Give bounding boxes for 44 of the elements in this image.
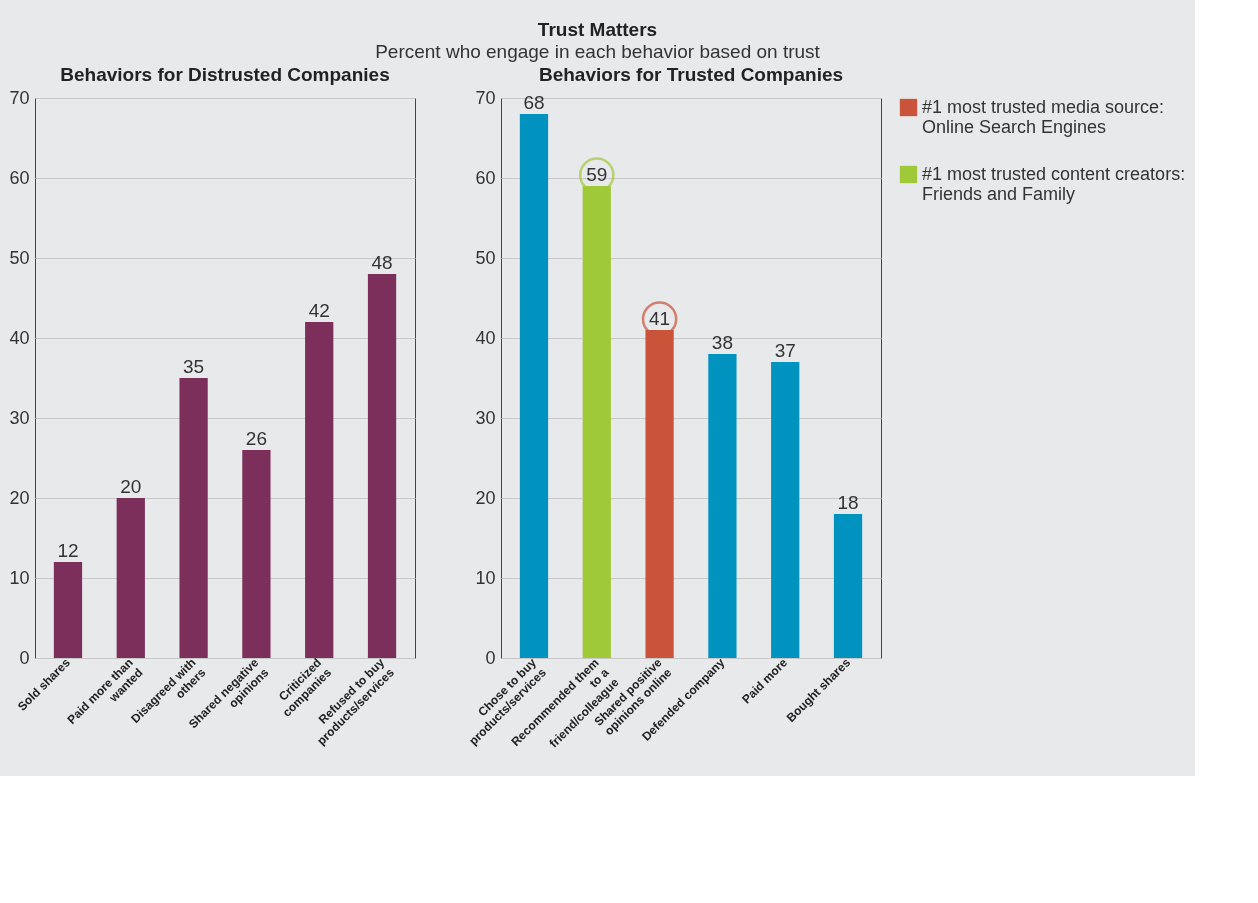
bar — [242, 450, 271, 658]
data-label: 38 — [711, 332, 733, 353]
y-tick-label: 70 — [9, 87, 30, 108]
y-tick-label: 0 — [19, 647, 30, 668]
chart-title: Behaviors for Distrusted Companies — [60, 64, 390, 85]
data-label: 20 — [120, 476, 142, 497]
y-tick-label: 20 — [475, 487, 496, 508]
data-label: 37 — [774, 340, 796, 361]
bar — [116, 498, 145, 658]
bar — [367, 274, 397, 658]
data-label: 42 — [308, 300, 330, 321]
y-tick-label: 60 — [475, 167, 496, 188]
bar — [519, 114, 549, 658]
data-label: 18 — [837, 492, 859, 513]
y-tick-label: 40 — [475, 327, 496, 348]
legend-label: #1 most trusted media source: Online Search Engines — [922, 96, 1165, 137]
y-tick-label: 30 — [9, 407, 30, 428]
y-tick-label: 50 — [9, 247, 30, 268]
data-label: 59 — [586, 164, 608, 185]
bar — [833, 514, 863, 658]
bar — [771, 362, 800, 658]
data-label: 41 — [649, 308, 671, 329]
y-tick-label: 50 — [475, 247, 496, 268]
y-tick-label: 10 — [9, 567, 30, 588]
y-tick-label: 0 — [485, 647, 496, 668]
bar — [305, 322, 334, 658]
chart-title: Behaviors for Trusted Companies — [538, 64, 844, 85]
y-tick-label: 70 — [475, 87, 496, 108]
y-tick-label: 10 — [475, 567, 496, 588]
y-tick-label: 30 — [475, 407, 496, 428]
bar — [53, 562, 83, 658]
y-tick-label: 60 — [9, 167, 30, 188]
bar — [708, 354, 737, 658]
data-label: 68 — [523, 92, 545, 113]
data-label: 26 — [245, 428, 267, 449]
y-tick-label: 20 — [9, 487, 30, 508]
bar — [179, 378, 208, 658]
data-label: 12 — [57, 540, 79, 561]
data-label: 48 — [371, 252, 393, 273]
y-tick-label: 40 — [9, 327, 30, 348]
text: Percent who engage in each behavior based on trust — [375, 40, 821, 62]
legend-label: #1 most trusted content creators: Friends and Family — [922, 163, 1186, 204]
text: Trust Matters — [537, 18, 658, 40]
data-label: 35 — [183, 356, 205, 377]
